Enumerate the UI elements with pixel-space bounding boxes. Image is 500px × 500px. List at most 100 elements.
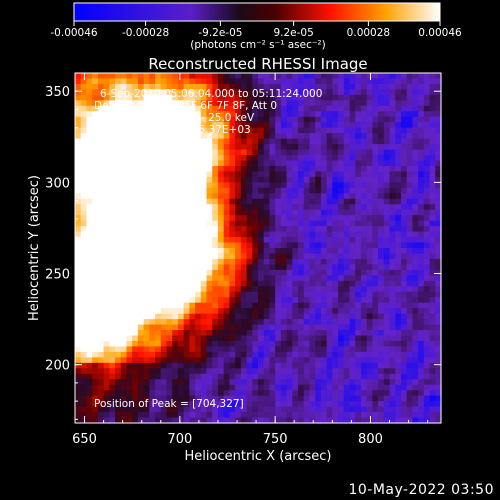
heatmap-cell (275, 83, 282, 91)
heatmap-cell (160, 401, 168, 408)
heatmap-cell (223, 226, 231, 233)
heatmap-cell (235, 258, 242, 266)
heatmap-cell (132, 390, 139, 397)
heatmap-cell (258, 144, 265, 151)
heatmap-cell (155, 73, 162, 80)
heatmap-cell (366, 237, 373, 244)
heatmap-cell (326, 319, 333, 326)
heatmap-cell (372, 187, 379, 194)
heatmap-cell (406, 149, 414, 156)
heatmap-cell (160, 286, 168, 293)
heatmap-cell (143, 149, 150, 156)
heatmap-cell (286, 357, 293, 364)
heatmap-cell (338, 395, 345, 402)
heatmap-cell (269, 406, 276, 413)
heatmap-cell (120, 83, 128, 91)
heatmap-cell (200, 308, 208, 315)
heatmap-cell (332, 248, 339, 255)
heatmap-cell (103, 330, 110, 337)
heatmap-cell (246, 264, 253, 271)
heatmap-cell (400, 78, 408, 85)
heatmap-cell (315, 351, 322, 358)
heatmap-cell (240, 105, 248, 112)
heatmap-cell (395, 78, 402, 85)
heatmap-cell (400, 215, 408, 222)
heatmap-cell (298, 286, 305, 293)
heatmap-cell (143, 308, 150, 315)
heatmap-cell (212, 308, 219, 315)
heatmap-cell (166, 100, 173, 107)
heatmap-cell (315, 182, 322, 189)
heatmap-cell (177, 390, 185, 397)
heatmap-cell (418, 138, 425, 145)
heatmap-cell (275, 242, 282, 249)
heatmap-cell (326, 149, 333, 156)
heatmap-cell (80, 242, 88, 249)
heatmap-cell (378, 149, 385, 156)
heatmap-cell (109, 83, 116, 91)
heatmap-cell (332, 330, 339, 337)
heatmap-cell (355, 83, 362, 91)
heatmap-cell (166, 182, 173, 189)
heatmap-cell (189, 242, 196, 249)
heatmap-cell (252, 198, 259, 205)
heatmap-cell (298, 237, 305, 244)
heatmap-cell (286, 78, 293, 85)
heatmap-cell (115, 384, 122, 391)
heatmap-cell (429, 412, 436, 419)
heatmap-cell (400, 155, 408, 162)
heatmap-cell (326, 198, 333, 205)
heatmap-cell (246, 335, 253, 342)
heatmap-cell (155, 280, 162, 287)
heatmap-cell (400, 100, 408, 107)
heatmap-cell (360, 368, 368, 375)
heatmap-cell (132, 269, 139, 276)
heatmap-cell (223, 165, 231, 173)
heatmap-cell (418, 379, 425, 386)
heatmap-cell (229, 417, 236, 424)
heatmap-cell (400, 226, 408, 233)
heatmap-cell (280, 253, 288, 260)
heatmap-cell (229, 220, 236, 227)
heatmap-cell (177, 116, 185, 123)
heatmap-cell (366, 351, 373, 358)
heatmap-cell (212, 280, 219, 287)
heatmap-cell (86, 182, 93, 189)
y-tick-label: 300 (45, 176, 70, 191)
heatmap-cell (206, 362, 213, 369)
heatmap-cell (400, 395, 408, 402)
heatmap-cell (240, 149, 248, 156)
heatmap-cell (343, 215, 351, 222)
heatmap-cell (360, 242, 368, 249)
heatmap-cell (143, 165, 150, 173)
heatmap-cell (80, 133, 88, 140)
heatmap-cell (137, 193, 145, 200)
heatmap-cell (132, 165, 139, 173)
heatmap-cell (97, 379, 105, 386)
x-axis-ticks: 650 700 750 800 (72, 73, 429, 447)
heatmap-cell (229, 258, 236, 266)
heatmap-cell (189, 155, 196, 162)
heatmap-cell (383, 226, 391, 233)
heatmap-cell (286, 165, 293, 173)
heatmap-cell (326, 368, 333, 375)
heatmap-cell (383, 127, 391, 134)
heatmap-cell (75, 390, 82, 397)
heatmap-cell (137, 308, 145, 315)
heatmap-cell (258, 209, 265, 216)
heatmap-cell (217, 258, 225, 266)
heatmap-cell (286, 105, 293, 112)
heatmap-cell (378, 313, 385, 320)
heatmap-cell (235, 390, 242, 397)
heatmap-cell (80, 209, 88, 216)
heatmap-cell (315, 248, 322, 255)
heatmap-cell (366, 335, 373, 342)
heatmap-cell (263, 340, 271, 348)
heatmap-cell (429, 340, 436, 348)
heatmap-cell (429, 73, 436, 80)
heatmap-cell (372, 390, 379, 397)
heatmap-cell (97, 248, 105, 255)
heatmap-cell (149, 395, 156, 402)
heatmap-cell (395, 144, 402, 151)
heatmap-cell (258, 182, 265, 189)
